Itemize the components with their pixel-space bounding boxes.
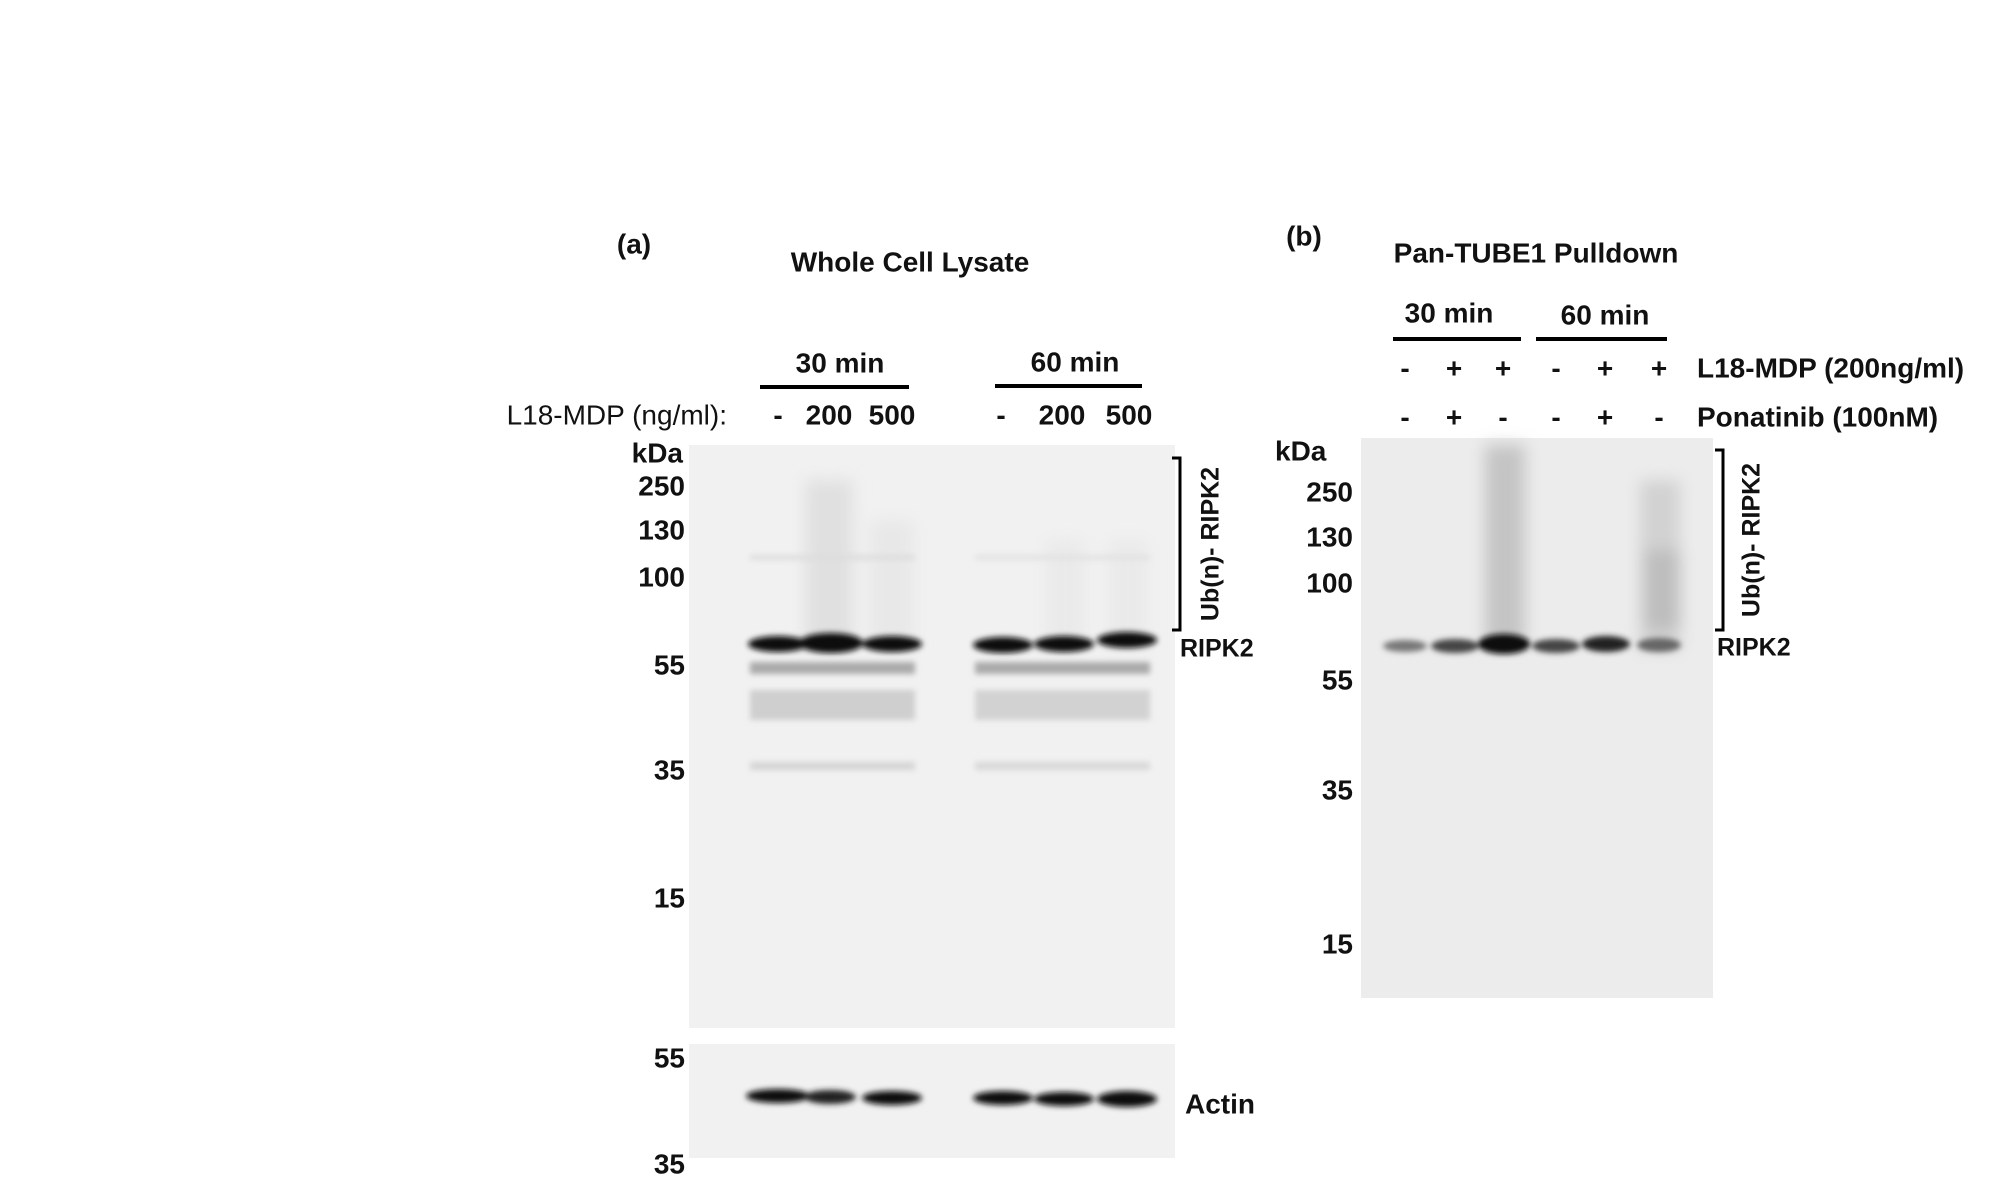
- panel-label: (a): [617, 228, 651, 259]
- marker-label: 35: [654, 754, 685, 785]
- marker-label: 35: [654, 1148, 685, 1179]
- marker-label: 15: [1322, 928, 1353, 959]
- treatment-label: L18-MDP (ng/ml):: [507, 399, 727, 430]
- lane-label: 200: [806, 399, 853, 430]
- marker-label: 55: [654, 649, 685, 680]
- bracket: [1172, 456, 1182, 632]
- treatment-label: Ponatinib (100nM): [1697, 401, 1938, 432]
- band-label: RIPK2: [1180, 635, 1254, 663]
- lane-sign: +: [1597, 352, 1613, 383]
- lane-label: 500: [1106, 399, 1153, 430]
- marker-label: 130: [638, 514, 685, 545]
- lane-sign: -: [1551, 352, 1560, 383]
- kda-label: kDa: [632, 437, 684, 468]
- panel-title: Whole Cell Lysate: [791, 246, 1030, 277]
- bands-a: [748, 555, 1157, 770]
- markers: 250 130 100 55 35 15: [638, 470, 685, 913]
- marker-label: 100: [1306, 567, 1353, 598]
- marker-label: 55: [654, 1042, 685, 1073]
- lane-sign: -: [1551, 401, 1560, 432]
- marker-label: 55: [1322, 664, 1353, 695]
- band-label: RIPK2: [1717, 634, 1791, 662]
- lane-label: -: [996, 399, 1005, 430]
- treatment-label: L18-MDP (200ng/ml): [1697, 352, 1964, 383]
- marker-label: 250: [1306, 476, 1353, 507]
- lane-label: -: [773, 399, 782, 430]
- lane-label: 500: [869, 399, 916, 430]
- marker-label: 250: [638, 470, 685, 501]
- bands-b: [1383, 634, 1681, 654]
- lane-sign: -: [1498, 401, 1507, 432]
- lane-sign: +: [1495, 352, 1511, 383]
- time-label: 60 min: [1031, 346, 1120, 377]
- treatment-rows: - + + - + + L18-MDP (200ng/ml) - + - - + - Ponatinib …: [1400, 352, 1964, 432]
- lane-sign: +: [1651, 352, 1667, 383]
- time-label: 30 min: [796, 347, 885, 378]
- panel-title: Pan-TUBE1 Pulldown: [1394, 237, 1679, 268]
- lane-sign: -: [1654, 401, 1663, 432]
- panel-label: (b): [1286, 220, 1322, 251]
- lane-sign: -: [1400, 352, 1409, 383]
- marker-label: 130: [1306, 521, 1353, 552]
- lane-sign: -: [1400, 401, 1409, 432]
- smears-b: [1485, 445, 1680, 650]
- lane-labels: -200 500-200 500: [773, 399, 1152, 430]
- lane-sign: +: [1446, 352, 1462, 383]
- bands-actin: [746, 1089, 1157, 1107]
- blot-a: [689, 445, 1175, 1028]
- kda-label: kDa: [1275, 435, 1327, 466]
- marker-label: 100: [638, 561, 685, 592]
- lane-sign: +: [1446, 401, 1462, 432]
- marker-label: 15: [654, 882, 685, 913]
- bracket-label: Ub(n)- RIPK2: [1738, 463, 1766, 617]
- lane-label: 200: [1039, 399, 1086, 430]
- band-label: Actin: [1185, 1088, 1255, 1119]
- bracket-label: Ub(n)- RIPK2: [1197, 467, 1225, 621]
- time-label: 60 min: [1561, 299, 1650, 330]
- markers: 250 130 100 55 35 15: [1306, 476, 1353, 959]
- bracket: [1715, 448, 1725, 632]
- time-label: 30 min: [1405, 297, 1494, 328]
- marker-label: 35: [1322, 774, 1353, 805]
- lane-sign: +: [1597, 401, 1613, 432]
